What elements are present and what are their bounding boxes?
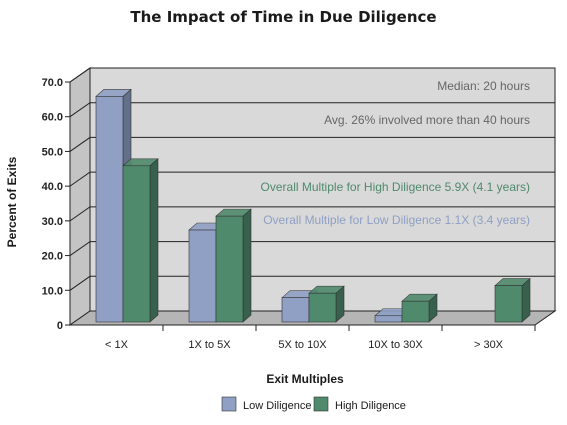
y-tick-label: 10.0 (42, 285, 63, 297)
gridline (69, 102, 555, 118)
gridline (69, 171, 555, 187)
gridline (69, 206, 555, 222)
annotation: Median: 20 hours (437, 79, 530, 93)
annotation: Avg. 26% involved more than 40 hours (324, 113, 530, 127)
bar (494, 285, 523, 323)
annotation: Overall Multiple for Low Diligence 1.1X … (263, 213, 530, 227)
x-axis-label: Exit Multiples (266, 372, 344, 386)
y-axis-label: Percent of Exits (5, 156, 19, 247)
x-tick-label: < 1X (105, 339, 129, 351)
x-tick-label: 1X to 5X (188, 339, 231, 351)
y-tick-label: 60.0 (42, 112, 63, 124)
bar (308, 292, 337, 323)
bar-side (521, 277, 531, 323)
x-tick-label: 10X to 30X (368, 339, 423, 351)
bar-side (149, 158, 159, 323)
gridline (69, 241, 555, 256)
x-tick-label: > 30X (474, 339, 504, 351)
legend-label: High Diligence (335, 400, 406, 412)
bar (374, 315, 403, 323)
bar (401, 300, 430, 323)
y-tick-label: 40.0 (42, 181, 63, 193)
chart-title: The Impact of Time in Due Diligence (130, 8, 437, 26)
bar-side (242, 208, 252, 323)
bar (215, 215, 244, 323)
y-tick-label: 0 (57, 320, 63, 332)
bar (95, 96, 124, 323)
side-wall (69, 67, 91, 326)
legend-swatch (313, 396, 329, 412)
x-tick-label: 5X to 10X (278, 339, 327, 351)
annotation: Overall Multiple for High Diligence 5.9X… (261, 180, 530, 194)
bar (281, 297, 310, 323)
gridline (69, 275, 555, 291)
gridline (69, 67, 555, 83)
y-tick-label: 30.0 (42, 216, 63, 228)
bar (188, 229, 217, 323)
y-tick-label: 20.0 (42, 251, 63, 263)
legend-swatch (221, 396, 237, 412)
y-tick-label: 70.0 (42, 77, 63, 89)
legend-label: Low Diligence (243, 400, 311, 412)
bar (122, 165, 151, 323)
y-tick-label: 50.0 (42, 146, 63, 158)
gridline (69, 136, 555, 152)
